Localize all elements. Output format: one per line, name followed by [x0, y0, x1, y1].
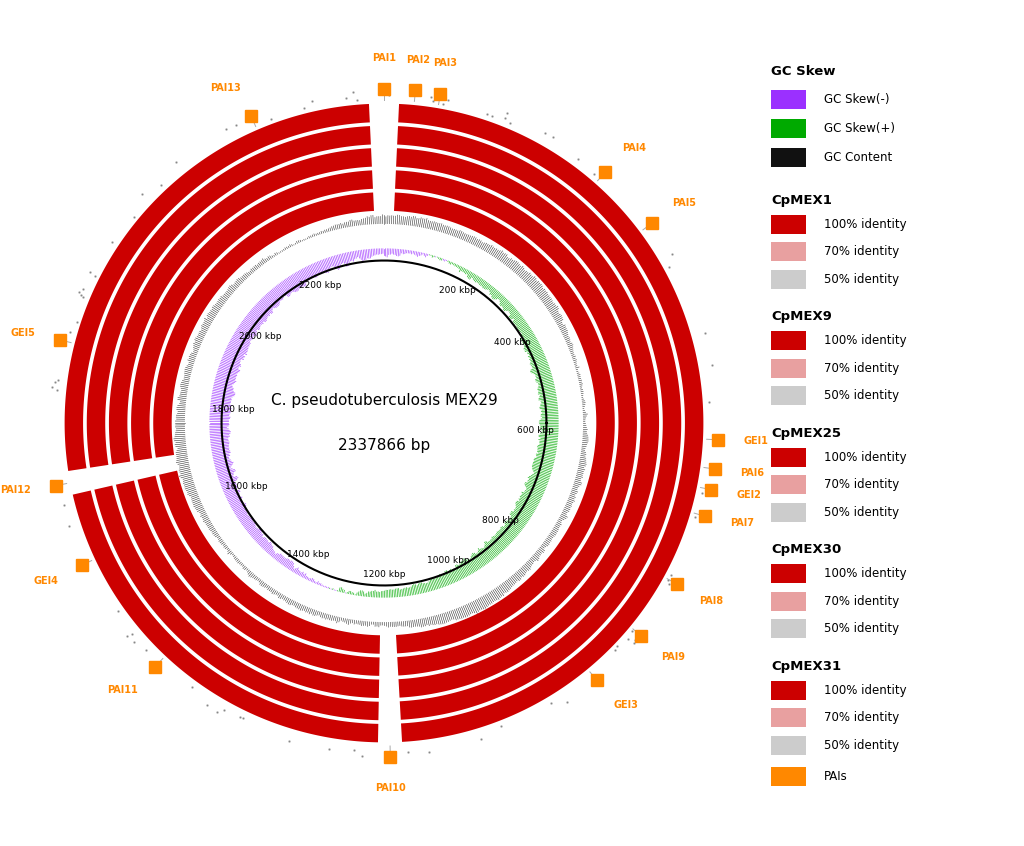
- Text: PAI2: PAI2: [406, 55, 430, 64]
- Polygon shape: [110, 461, 136, 486]
- Text: 70% identity: 70% identity: [824, 362, 899, 375]
- Polygon shape: [380, 633, 397, 656]
- FancyBboxPatch shape: [771, 448, 806, 467]
- Text: 800 kbp: 800 kbp: [481, 516, 518, 525]
- Text: CpMEX9: CpMEX9: [771, 310, 831, 323]
- FancyBboxPatch shape: [771, 503, 806, 522]
- Polygon shape: [131, 170, 637, 676]
- Polygon shape: [369, 102, 399, 124]
- FancyBboxPatch shape: [771, 386, 806, 405]
- FancyBboxPatch shape: [771, 766, 806, 786]
- Text: C. pseudotuberculosis MEX29: C. pseudotuberculosis MEX29: [270, 393, 498, 409]
- Text: PAI9: PAI9: [662, 652, 685, 662]
- Text: GC Content: GC Content: [824, 151, 893, 164]
- FancyBboxPatch shape: [771, 242, 806, 261]
- Polygon shape: [378, 722, 402, 744]
- FancyBboxPatch shape: [771, 708, 806, 728]
- Text: 100% identity: 100% identity: [824, 684, 907, 697]
- Text: 1000 kbp: 1000 kbp: [427, 556, 469, 564]
- Text: 2200 kbp: 2200 kbp: [299, 282, 341, 290]
- Text: 50% identity: 50% identity: [824, 739, 899, 751]
- Polygon shape: [87, 126, 681, 720]
- Text: PAI10: PAI10: [376, 783, 407, 793]
- Text: PAI6: PAI6: [740, 468, 765, 478]
- Text: GEI2: GEI2: [736, 490, 762, 500]
- Polygon shape: [378, 699, 401, 722]
- Text: CpMEX30: CpMEX30: [771, 543, 842, 557]
- Text: GEI4: GEI4: [34, 576, 58, 586]
- Text: GEI5: GEI5: [10, 328, 35, 338]
- Text: 70% identity: 70% identity: [824, 711, 899, 724]
- Text: 1200 kbp: 1200 kbp: [362, 570, 406, 579]
- Polygon shape: [109, 148, 659, 698]
- Text: PAI1: PAI1: [372, 53, 396, 63]
- FancyBboxPatch shape: [771, 735, 806, 755]
- FancyBboxPatch shape: [771, 118, 806, 138]
- Text: 100% identity: 100% identity: [824, 451, 907, 464]
- Text: 2337866 bp: 2337866 bp: [338, 437, 430, 453]
- FancyBboxPatch shape: [771, 215, 806, 233]
- Text: 100% identity: 100% identity: [824, 217, 907, 231]
- Text: PAI3: PAI3: [433, 58, 457, 69]
- Text: PAIs: PAIs: [824, 770, 848, 783]
- Text: 1800 kbp: 1800 kbp: [212, 405, 255, 415]
- Polygon shape: [373, 190, 395, 213]
- Text: 50% identity: 50% identity: [824, 622, 899, 635]
- Text: PAI4: PAI4: [622, 143, 646, 153]
- Text: 70% identity: 70% identity: [824, 478, 899, 492]
- Text: PAI8: PAI8: [699, 596, 724, 607]
- Text: PAI5: PAI5: [673, 198, 696, 208]
- Text: PAI7: PAI7: [730, 519, 754, 529]
- Text: 2000 kbp: 2000 kbp: [239, 332, 282, 341]
- Polygon shape: [379, 677, 399, 700]
- FancyBboxPatch shape: [771, 564, 806, 583]
- FancyBboxPatch shape: [771, 475, 806, 494]
- Polygon shape: [379, 655, 398, 678]
- Text: GC Skew(-): GC Skew(-): [824, 93, 890, 106]
- Polygon shape: [88, 464, 115, 490]
- Text: GC Skew: GC Skew: [771, 65, 836, 78]
- Text: GEI3: GEI3: [613, 700, 638, 711]
- FancyBboxPatch shape: [771, 681, 806, 700]
- Text: PAI12: PAI12: [0, 486, 31, 496]
- FancyBboxPatch shape: [771, 90, 806, 109]
- FancyBboxPatch shape: [771, 619, 806, 638]
- Polygon shape: [65, 103, 703, 743]
- FancyBboxPatch shape: [771, 270, 806, 288]
- Text: CpMEX31: CpMEX31: [771, 660, 841, 673]
- Text: 100% identity: 100% identity: [824, 334, 907, 347]
- FancyBboxPatch shape: [771, 591, 806, 611]
- Polygon shape: [154, 192, 614, 654]
- FancyBboxPatch shape: [771, 332, 806, 350]
- Text: 400 kbp: 400 kbp: [494, 338, 530, 347]
- FancyBboxPatch shape: [771, 359, 806, 377]
- Text: GC Skew(+): GC Skew(+): [824, 122, 895, 135]
- Polygon shape: [67, 468, 93, 495]
- Text: CpMEX25: CpMEX25: [771, 427, 841, 440]
- FancyBboxPatch shape: [771, 148, 806, 167]
- Text: PAI11: PAI11: [106, 685, 137, 695]
- Polygon shape: [371, 146, 397, 169]
- Text: 70% identity: 70% identity: [824, 245, 899, 258]
- Polygon shape: [370, 124, 398, 146]
- Text: 600 kbp: 600 kbp: [517, 426, 554, 436]
- Text: PAI13: PAI13: [210, 83, 241, 92]
- Text: 1400 kbp: 1400 kbp: [287, 550, 330, 558]
- Text: 200 kbp: 200 kbp: [439, 286, 476, 295]
- Text: GEI1: GEI1: [743, 436, 768, 446]
- Polygon shape: [372, 168, 396, 191]
- Text: 50% identity: 50% identity: [824, 506, 899, 519]
- Text: 70% identity: 70% identity: [824, 595, 899, 607]
- Text: CpMEX1: CpMEX1: [771, 194, 831, 206]
- Text: 50% identity: 50% identity: [824, 272, 899, 286]
- Text: 50% identity: 50% identity: [824, 389, 899, 402]
- Text: 100% identity: 100% identity: [824, 568, 907, 580]
- Text: 1600 kbp: 1600 kbp: [225, 482, 268, 492]
- Polygon shape: [154, 454, 179, 475]
- Polygon shape: [132, 458, 158, 481]
